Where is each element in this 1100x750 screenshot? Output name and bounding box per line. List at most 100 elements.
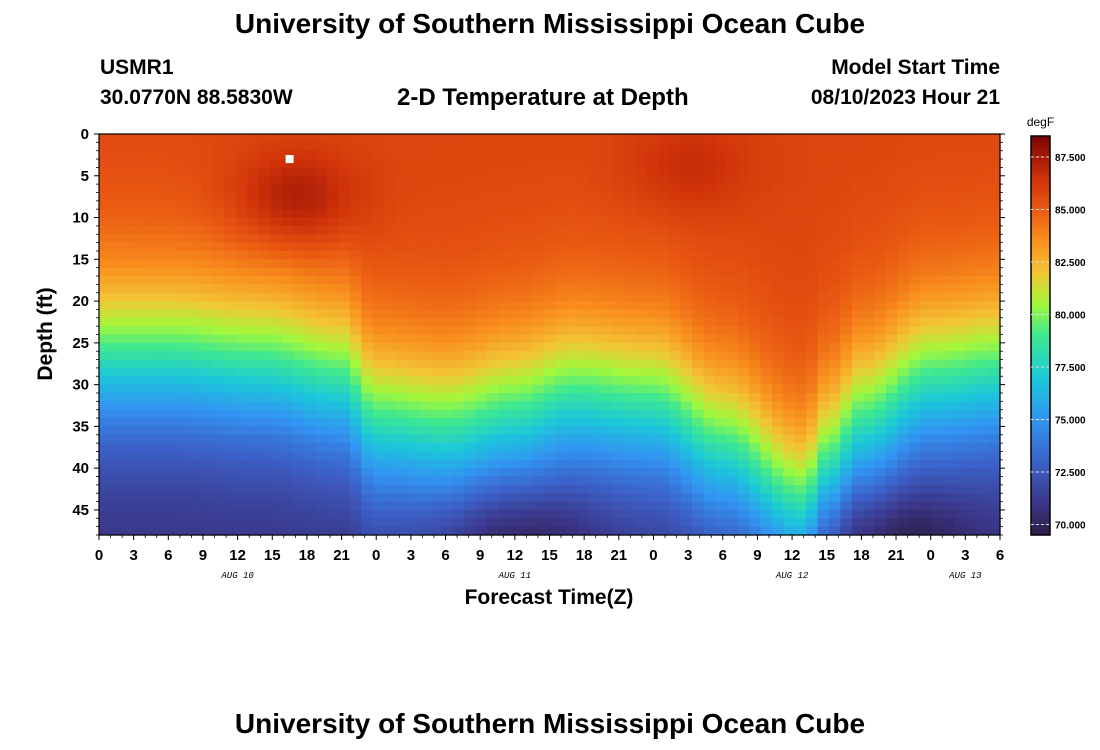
- heatmap-cell: [726, 192, 739, 202]
- heatmap-cell: [646, 217, 659, 227]
- colorbar-segment: [1031, 328, 1050, 333]
- colorbar-segment: [1031, 239, 1050, 243]
- heatmap-cell: [395, 276, 408, 285]
- heatmap-cell: [669, 351, 682, 361]
- heatmap-cell: [338, 367, 351, 377]
- heatmap-cell: [144, 175, 157, 185]
- heatmap-cell: [931, 367, 944, 377]
- heatmap-cell: [543, 418, 556, 427]
- heatmap-cell: [338, 134, 351, 143]
- heatmap-cell: [635, 501, 648, 511]
- heatmap-cell: [247, 351, 260, 361]
- heatmap-cell: [144, 284, 157, 294]
- heatmap-cell: [589, 175, 602, 185]
- heatmap-cell: [714, 184, 727, 194]
- heatmap-cell: [532, 225, 545, 235]
- heatmap-cell: [144, 359, 157, 369]
- heatmap-cell: [121, 342, 134, 352]
- heatmap-cell: [338, 518, 351, 528]
- heatmap-cell: [908, 259, 921, 269]
- heatmap-cell: [646, 142, 659, 152]
- heatmap-cell: [589, 292, 602, 302]
- heatmap-cell: [509, 392, 522, 402]
- heatmap-cell: [977, 167, 990, 177]
- heatmap-cell: [646, 443, 659, 453]
- heatmap-cell: [806, 434, 819, 444]
- heatmap-cell: [110, 376, 123, 386]
- heatmap-cell: [828, 501, 841, 511]
- heatmap-cell: [190, 150, 203, 160]
- heatmap-cell: [144, 217, 157, 227]
- heatmap-cell: [532, 309, 545, 319]
- x-tick-label: 21: [610, 547, 627, 564]
- heatmap-cell: [589, 217, 602, 227]
- colorbar-segment: [1031, 175, 1050, 180]
- heatmap-cell: [988, 334, 1001, 344]
- colorbar-segment: [1031, 215, 1050, 220]
- heatmap-cell: [851, 367, 864, 377]
- heatmap-cell: [680, 451, 693, 461]
- heatmap-cell: [931, 134, 944, 143]
- heatmap-cell: [646, 476, 659, 486]
- heatmap-cell: [520, 459, 533, 469]
- heatmap-cell: [144, 384, 157, 394]
- heatmap-cell: [828, 225, 841, 235]
- heatmap-cell: [885, 526, 898, 536]
- heatmap-cell: [498, 200, 511, 210]
- heatmap-cell: [372, 276, 385, 285]
- heatmap-cell: [897, 317, 910, 327]
- heatmap-cell: [635, 225, 648, 235]
- heatmap-cell: [874, 367, 887, 377]
- heatmap-cell: [543, 175, 556, 185]
- heatmap-cell: [726, 443, 739, 453]
- heatmap-cell: [600, 184, 613, 194]
- heatmap-cell: [726, 434, 739, 444]
- heatmap-cell: [954, 509, 967, 519]
- heatmap-cell: [133, 392, 146, 402]
- heatmap-cell: [749, 401, 762, 411]
- heatmap-cell: [749, 284, 762, 294]
- heatmap-cell: [327, 225, 340, 235]
- heatmap-cell: [908, 242, 921, 252]
- heatmap-cell: [178, 309, 191, 319]
- heatmap-cell: [760, 409, 773, 419]
- heatmap-cell: [977, 276, 990, 285]
- heatmap-cell: [247, 418, 260, 427]
- heatmap-cell: [760, 501, 773, 511]
- heatmap-cell: [532, 134, 545, 143]
- heatmap-cell: [657, 434, 670, 444]
- heatmap-cell: [783, 443, 796, 453]
- heatmap-cell: [429, 468, 442, 478]
- heatmap-cell: [406, 159, 419, 169]
- heatmap-cell: [646, 225, 659, 235]
- heatmap-cell: [178, 451, 191, 461]
- heatmap-cell: [509, 317, 522, 327]
- heatmap-cell: [475, 142, 488, 152]
- heatmap-cell: [498, 359, 511, 369]
- heatmap-cell: [965, 384, 978, 394]
- heatmap-cell: [988, 359, 1001, 369]
- heatmap-cell: [851, 359, 864, 369]
- heatmap-cell: [783, 159, 796, 169]
- heatmap-cell: [555, 493, 568, 503]
- heatmap-cell: [327, 443, 340, 453]
- heatmap-cell: [920, 184, 933, 194]
- heatmap-cell: [384, 175, 397, 185]
- heatmap-cell: [828, 409, 841, 419]
- heatmap-cell: [452, 418, 465, 427]
- heatmap-cell: [669, 451, 682, 461]
- heatmap-cell: [657, 392, 670, 402]
- heatmap-cell: [635, 451, 648, 461]
- heatmap-cell: [988, 509, 1001, 519]
- heatmap-cell: [144, 401, 157, 411]
- heatmap-cell: [384, 159, 397, 169]
- heatmap-cell: [897, 493, 910, 503]
- heatmap-cell: [463, 367, 476, 377]
- heatmap-cell: [703, 225, 716, 235]
- heatmap-cell: [201, 209, 214, 219]
- heatmap-cell: [361, 493, 374, 503]
- heatmap-cell: [931, 418, 944, 427]
- heatmap-cell: [292, 409, 305, 419]
- heatmap-cell: [315, 276, 328, 285]
- heatmap-cell: [737, 451, 750, 461]
